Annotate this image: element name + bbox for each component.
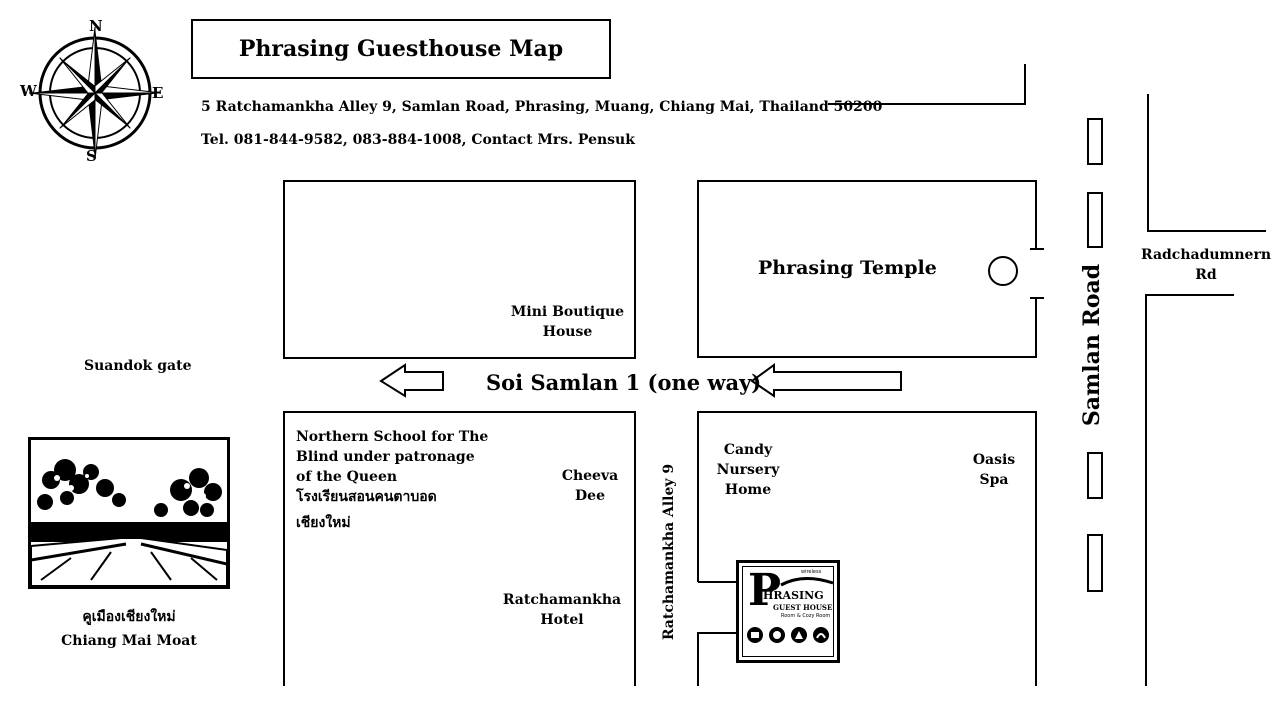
moat-sketch-icon bbox=[30, 440, 228, 587]
school-line: of the Queen bbox=[296, 469, 398, 485]
title-box: Phrasing Guesthouse Map bbox=[191, 19, 611, 79]
contact-text: Tel. 081-844-9582, 083-884-1008, Contact… bbox=[201, 132, 635, 148]
cheeva-dee-label: Cheeva Dee bbox=[555, 466, 625, 506]
candy-line: Candy bbox=[723, 442, 773, 458]
radchadumnern-line: Rd bbox=[1195, 267, 1217, 283]
soi-samlan-label: Soi Samlan 1 (one way) bbox=[486, 370, 762, 395]
school-line: Northern School for The bbox=[296, 429, 489, 445]
road-marker bbox=[1087, 192, 1103, 248]
guesthouse-logo[interactable]: wireless P HRASING GUEST HOUSE Room & Co… bbox=[736, 560, 840, 663]
moat-photo bbox=[28, 437, 230, 589]
address-text: 5 Ratchamankha Alley 9, Samlan Road, Phr… bbox=[201, 99, 883, 115]
temple-label: Phrasing Temple bbox=[758, 257, 937, 279]
road-line-top bbox=[828, 64, 1026, 105]
school-line-thai: โรงเรียนสอนคนตาบอด bbox=[296, 489, 437, 505]
logo-inner-frame bbox=[742, 566, 834, 657]
block-school bbox=[283, 411, 636, 686]
logo-tag: wireless bbox=[801, 569, 822, 575]
mini-boutique-line: House bbox=[542, 324, 593, 340]
road-marker bbox=[1087, 118, 1103, 165]
block-guesthouse-lower bbox=[697, 632, 740, 686]
moat-english-label: Chiang Mai Moat bbox=[61, 633, 197, 649]
compass-s: S bbox=[86, 147, 97, 165]
oasis-line: Spa bbox=[979, 472, 1009, 488]
block-mini-boutique bbox=[283, 180, 636, 359]
compass-e: E bbox=[152, 84, 164, 102]
school-line-thai: เชียงใหม่ bbox=[296, 515, 351, 531]
one-way-arrow-left bbox=[379, 363, 444, 398]
oasis-line: Oasis bbox=[972, 452, 1016, 468]
radchadumnern-line: Radchadumnern bbox=[1140, 247, 1271, 263]
suandok-gate-label: Suandok gate bbox=[84, 358, 192, 374]
cheeva-line: Cheeva bbox=[561, 468, 619, 484]
samlan-road-label: Samlan Road bbox=[1079, 263, 1105, 427]
ratchamankha-hotel-label: Ratchamankha Hotel bbox=[502, 590, 622, 630]
candy-nursery-label: Candy Nursery Home bbox=[706, 440, 790, 500]
road-radchadumnern-top bbox=[1147, 94, 1266, 232]
map-title: Phrasing Guesthouse Map bbox=[238, 36, 564, 62]
radchadumnern-label: Radchadumnern Rd bbox=[1136, 245, 1276, 285]
oasis-spa-label: Oasis Spa bbox=[964, 450, 1024, 490]
school-line: Blind under patronage bbox=[296, 449, 475, 465]
road-marker bbox=[1087, 534, 1103, 592]
compass-w: W bbox=[20, 82, 37, 100]
candy-line: Home bbox=[724, 482, 772, 498]
logo-name: HRASING bbox=[763, 589, 824, 602]
logo-swoosh-icon bbox=[780, 577, 834, 587]
temple-stupa-icon bbox=[988, 256, 1018, 286]
hotel-line: Ratchamankha bbox=[502, 592, 622, 608]
candy-line: Nursery bbox=[716, 462, 780, 478]
mini-boutique-line: Mini Boutique bbox=[510, 304, 625, 320]
road-marker bbox=[1087, 452, 1103, 499]
logo-letter: P bbox=[748, 565, 782, 616]
cheeva-line: Dee bbox=[575, 488, 605, 504]
compass-n: N bbox=[89, 17, 103, 35]
logo-amenity-icons bbox=[747, 627, 829, 643]
block-guesthouse bbox=[697, 411, 1037, 686]
one-way-arrow-right bbox=[750, 363, 902, 398]
logo-sub2: Room & Cozy Room bbox=[781, 613, 831, 619]
logo-sub1: GUEST HOUSE bbox=[773, 603, 833, 612]
mini-boutique-label: Mini Boutique House bbox=[490, 302, 645, 342]
block-temple bbox=[697, 180, 1037, 358]
compass-icon bbox=[28, 26, 162, 160]
school-label: Northern School for The Blind under patr… bbox=[296, 427, 488, 533]
ratchamankha-alley-label: Ratchamankha Alley 9 bbox=[661, 463, 677, 641]
hotel-line: Hotel bbox=[540, 612, 584, 628]
moat-thai-label: คูเมืองเชียงใหม่ bbox=[82, 609, 176, 625]
road-radchadumnern-bottom bbox=[1145, 294, 1234, 686]
